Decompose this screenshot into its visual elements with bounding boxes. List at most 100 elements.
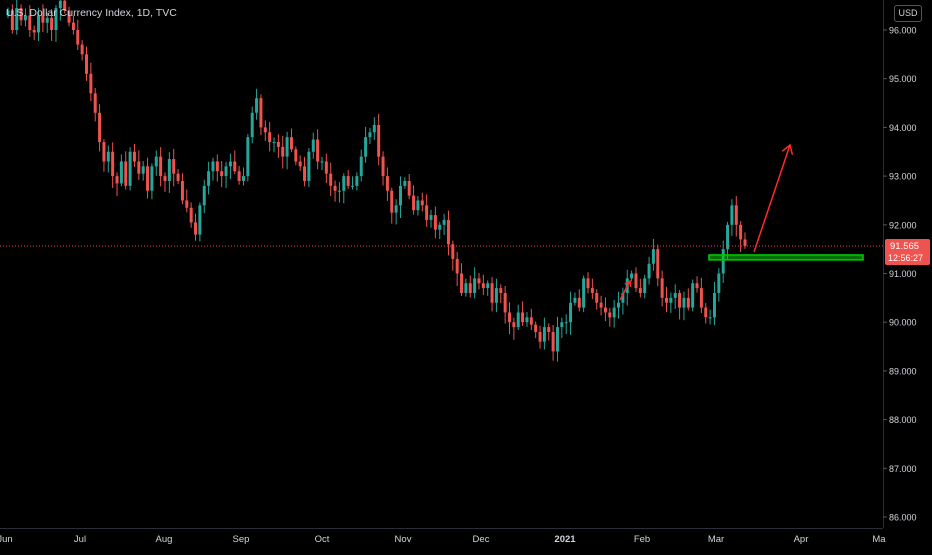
candle (89, 62, 93, 102)
y-tick-label: 88.000 (889, 415, 917, 425)
candle (102, 139, 106, 172)
candle (638, 278, 642, 298)
candle-body (76, 30, 80, 45)
candle (621, 287, 625, 315)
candle-body (634, 273, 638, 289)
candle-body (6, 10, 10, 16)
candle (63, 0, 67, 14)
candle-body (577, 297, 581, 308)
time-axis: Jun Jul Aug Sep Oct Nov Dec 2021 Feb Mar Apr Ma (0, 534, 886, 545)
candle (37, 7, 41, 42)
candle (364, 126, 368, 163)
small-arrow-annotation[interactable] (619, 279, 632, 301)
candle (603, 297, 607, 322)
candle (10, 4, 14, 34)
candle (106, 145, 110, 173)
candle-body (398, 185, 402, 206)
candle-body (586, 278, 590, 289)
candle-body (425, 205, 429, 220)
candle (699, 277, 703, 313)
candle-body (403, 180, 407, 186)
candle-body (298, 161, 302, 167)
price-axis: 96.000 95.000 94.000 93.000 92.000 91.000 90.0… (883, 26, 917, 523)
candle (691, 279, 695, 312)
candle (276, 134, 280, 158)
candle-body (359, 156, 363, 177)
y-tick-label: 93.000 (889, 172, 917, 182)
candle-body (185, 200, 189, 208)
candle (538, 325, 542, 349)
candle-body (84, 54, 88, 74)
candle (494, 278, 498, 313)
candle (176, 169, 180, 184)
candle-body (106, 151, 110, 162)
candle-body (176, 173, 180, 181)
currency-button[interactable]: USD (894, 5, 922, 22)
candle (163, 172, 167, 193)
candle-body (603, 307, 607, 313)
candle-body (708, 317, 712, 319)
candle-body (333, 185, 337, 191)
candle (455, 251, 459, 287)
candle (150, 163, 154, 200)
candle-body (19, 8, 23, 21)
candle-body (656, 249, 660, 279)
y-tick-label: 90.000 (889, 318, 917, 328)
candle-body (368, 132, 372, 138)
candle-body (241, 176, 245, 181)
candle (115, 172, 119, 197)
candle (220, 161, 224, 188)
candle-body (730, 205, 734, 225)
candle (385, 167, 389, 201)
candle-body (499, 288, 503, 293)
candle-body (233, 161, 237, 172)
candle (617, 291, 621, 319)
x-tick-label: 2021 (554, 534, 576, 545)
candle (521, 301, 525, 326)
candle-body (660, 278, 664, 298)
candle-body (673, 292, 677, 298)
candle (41, 4, 45, 33)
candle-body (372, 124, 376, 133)
candle (54, 5, 58, 42)
candle-body (115, 176, 119, 184)
candle (93, 87, 97, 122)
candle-body (346, 176, 350, 186)
candle (207, 161, 211, 195)
candle (311, 132, 315, 159)
candle-body (28, 15, 32, 30)
candle-body (93, 93, 97, 113)
y-tick-label: 89.000 (889, 366, 917, 376)
candle-body (529, 317, 533, 325)
candle (468, 275, 472, 298)
candle (486, 280, 490, 296)
candle (704, 303, 708, 324)
projection-arrow[interactable] (753, 143, 794, 253)
candle (268, 122, 272, 152)
candle-body (285, 137, 289, 157)
candle-body (137, 161, 141, 174)
candle (425, 194, 429, 227)
candle (508, 302, 512, 335)
candle-body (32, 30, 36, 33)
candle (473, 267, 477, 299)
candle-body (272, 142, 276, 144)
candle (71, 15, 75, 35)
candle-body (651, 249, 655, 264)
candle-body (167, 159, 171, 181)
candle-body (246, 137, 250, 177)
candle (438, 221, 442, 240)
x-tick-label: Dec (473, 534, 490, 545)
candle-body (481, 283, 485, 289)
candle (551, 324, 555, 361)
support-zone[interactable] (708, 254, 864, 261)
candle (137, 150, 141, 180)
candle (337, 182, 341, 203)
candle-body (316, 139, 320, 162)
candle (368, 127, 372, 145)
candle (111, 142, 115, 188)
y-tick-label: 86.000 (889, 513, 917, 523)
candle (477, 273, 481, 290)
